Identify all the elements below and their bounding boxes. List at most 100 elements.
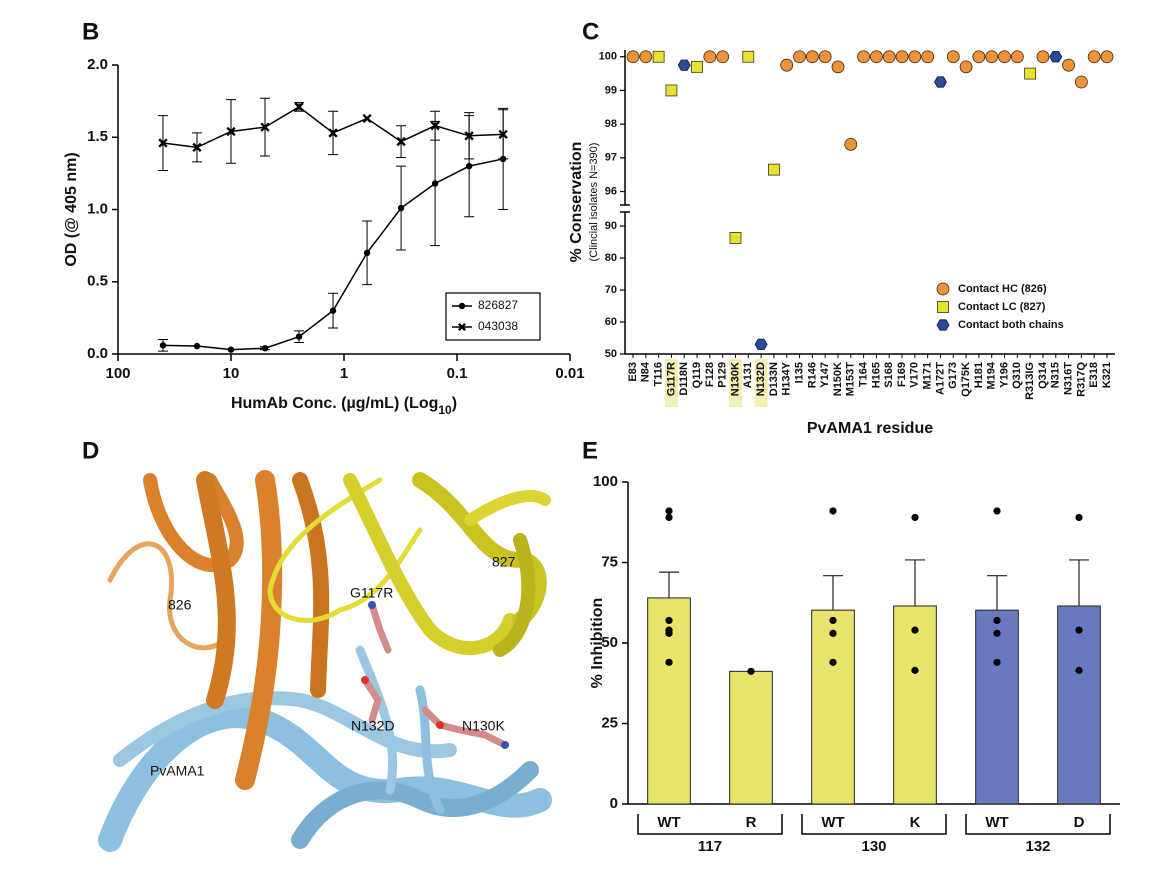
point	[1087, 50, 1101, 64]
point	[665, 616, 673, 625]
panel-letter: D	[82, 437, 99, 464]
point	[158, 138, 168, 148]
point	[908, 50, 922, 64]
point	[260, 122, 270, 132]
point	[747, 667, 755, 675]
point	[227, 346, 235, 353]
point	[993, 616, 1001, 625]
point	[818, 50, 832, 64]
panel-letter: B	[82, 18, 99, 45]
x-tick-label: 100	[105, 365, 130, 382]
y-tick-label: 75	[601, 553, 618, 570]
x-tick-label: D133N	[768, 362, 780, 396]
panel-letter: C	[582, 18, 599, 45]
x-tick-label: D	[1074, 814, 1085, 831]
point	[729, 232, 742, 244]
x-tick-label: R146	[806, 362, 818, 388]
x-tick-label: I135	[793, 362, 805, 383]
bar	[975, 609, 1019, 805]
y-tick-label: 70	[605, 284, 617, 296]
point	[857, 50, 870, 64]
x-tick-label: H134Y	[781, 361, 793, 395]
point	[1036, 50, 1050, 64]
x-tick-label: A131	[742, 362, 754, 388]
y-tick-label: 0.5	[87, 273, 108, 290]
y-tick-label: 2.0	[87, 56, 108, 73]
ribbons	[98, 470, 552, 852]
point	[844, 137, 858, 151]
point	[362, 113, 372, 124]
point	[397, 204, 405, 212]
y-tick-label: 100	[599, 51, 617, 63]
x-tick-label: N316T	[1062, 362, 1074, 395]
point	[626, 50, 640, 64]
y-tick-label: 50	[605, 348, 617, 360]
point	[665, 629, 673, 637]
x-tick-label: P129	[717, 362, 729, 388]
x-tick-label: T116	[653, 362, 665, 386]
point	[665, 658, 673, 666]
x-tick-label: Y147	[819, 362, 831, 388]
group-bracket	[801, 814, 947, 835]
point	[193, 342, 201, 350]
y-tick-label: 96	[605, 185, 617, 197]
point	[639, 50, 653, 64]
x-tick-label: S168	[883, 362, 895, 388]
point	[911, 626, 919, 634]
point	[972, 50, 986, 64]
y-tick-label: 60	[605, 316, 617, 328]
x-tick-label: T164	[858, 361, 870, 387]
point	[1075, 513, 1083, 522]
x-tick-label: D118N	[678, 362, 690, 396]
point	[998, 50, 1011, 64]
y-axis-label: % Conservation	[568, 142, 585, 263]
x-tick-label: 0.01	[555, 365, 584, 382]
point	[465, 162, 473, 170]
y-tick-label: 100	[593, 473, 618, 490]
x-tick-label: N315	[1050, 362, 1062, 388]
y-tick-label: 0.0	[87, 345, 108, 362]
x-tick-label: 1	[340, 365, 348, 382]
x-tick-label: M194	[986, 361, 998, 389]
point	[829, 616, 837, 625]
point	[831, 60, 845, 74]
y-tick-label: 50	[601, 634, 618, 651]
point	[985, 50, 999, 64]
y-tick-label: 90	[605, 220, 617, 232]
point	[431, 180, 439, 187]
group-label: 117	[698, 838, 722, 855]
x-tick-label: A172T	[934, 362, 946, 395]
x-tick-label: N84	[640, 361, 652, 382]
label-sub: 10	[438, 403, 452, 417]
y-tick-label: 25	[601, 714, 618, 731]
point	[829, 629, 837, 637]
error-bar	[1069, 559, 1089, 606]
point	[1100, 50, 1114, 64]
x-tick-label: M171	[922, 362, 934, 390]
legend-label: Contact both chains	[958, 319, 1064, 331]
point	[464, 131, 474, 141]
label-part: )	[452, 395, 457, 412]
point	[993, 507, 1001, 515]
point	[870, 50, 883, 64]
group-label: 132	[1025, 838, 1050, 855]
y-tick-label: 1.5	[87, 128, 108, 145]
legend-label: 043038	[478, 319, 518, 333]
point	[261, 345, 269, 352]
point	[993, 658, 1001, 666]
point	[936, 282, 950, 296]
x-tick-label: Q119	[691, 362, 703, 388]
error-bar	[823, 575, 843, 611]
x-tick-label: N150K	[832, 362, 844, 396]
point	[1024, 67, 1037, 80]
point	[882, 50, 896, 64]
point	[911, 666, 919, 674]
point	[363, 249, 371, 257]
x-tick-label: Q314	[1037, 361, 1049, 389]
structure-label: G117R	[350, 585, 393, 601]
point	[933, 76, 947, 88]
y-tick-label: 97	[605, 152, 617, 164]
bar	[1057, 605, 1101, 805]
x-tick-label: V170	[909, 362, 921, 388]
